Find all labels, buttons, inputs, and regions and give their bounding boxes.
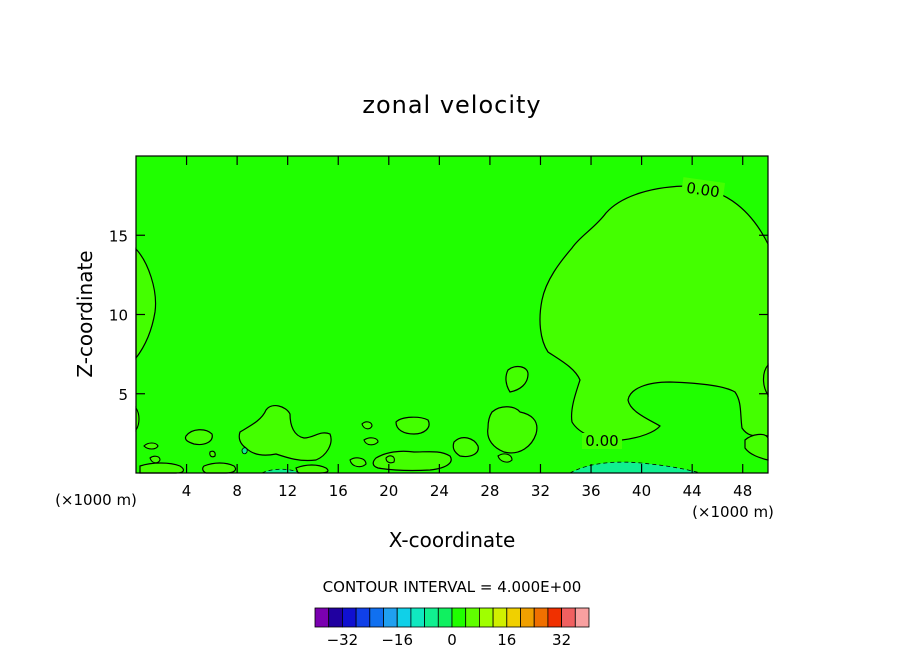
contour-region-tiny-1 (143, 442, 159, 450)
colorbar-swatch (314, 607, 330, 628)
y-tick-label: 15 (109, 227, 128, 245)
contour-region-tiny-4 (361, 421, 373, 430)
colorbar-swatch (341, 607, 357, 628)
contour-region-tiny-2 (149, 455, 161, 464)
colorbar-tick-label: 32 (552, 631, 571, 649)
x-axis-label: X-coordinate (389, 528, 516, 552)
colorbar-swatch (437, 607, 453, 628)
x-tick-label: 4 (182, 482, 192, 500)
colorbar-swatch (410, 607, 425, 628)
contour-region-right (539, 185, 769, 441)
colorbar-swatch (561, 607, 576, 628)
contour-region-tiny-6 (349, 457, 367, 468)
y-axis-ticks: 5 10 15 (109, 227, 768, 404)
x-tick-label: 24 (430, 482, 449, 500)
x-unit-label-left: (×1000 m) (55, 491, 137, 509)
contour-region-low-3 (184, 429, 213, 446)
colorbar-swatch (424, 607, 439, 628)
contour-label-bg-1 (680, 177, 726, 201)
contour-region-tiny-8 (385, 455, 395, 464)
contour-label-top: 0.00 (685, 179, 721, 201)
colorbar-swatch (369, 607, 384, 628)
contour-region-tiny-9 (497, 453, 513, 463)
x-tick-label: 36 (581, 482, 600, 500)
contour-interval-text: CONTOUR INTERVAL = 4.000E+00 (323, 578, 582, 596)
contour-region-tiny-3 (209, 450, 216, 458)
contour-region-low-1 (487, 406, 538, 454)
x-tick-label: 32 (531, 482, 550, 500)
colorbar-tick-label: −16 (381, 631, 413, 649)
x-tick-label: 12 (278, 482, 297, 500)
colorbar-tick-label: −32 (327, 631, 359, 649)
contour-region-small-1 (505, 365, 529, 393)
x-unit-label-right: (×1000 m) (692, 503, 774, 521)
contour-region-negative-1 (569, 461, 701, 474)
contour-region-negative-3 (241, 447, 248, 455)
x-tick-label: 40 (632, 482, 651, 500)
colorbar-swatch (520, 607, 535, 628)
colorbar-swatch (533, 607, 549, 628)
contour-region-tiny-5 (363, 437, 379, 446)
contour-region-low-4 (395, 416, 430, 435)
y-tick-label: 10 (109, 307, 128, 325)
colorbar-tick-label: 0 (447, 631, 457, 649)
x-tick-label: 8 (232, 482, 242, 500)
colorbar-labels: −32 −16 0 16 32 (327, 631, 572, 649)
contour-region-low-2 (238, 405, 332, 462)
colorbar-tick-label: 16 (497, 631, 516, 649)
contour-label-bottom: 0.00 (585, 432, 618, 450)
y-axis-label: Z-coordinate (73, 250, 97, 377)
colorbar-swatch (574, 607, 590, 628)
chart-title: zonal velocity (362, 91, 541, 119)
contour-region-left-edge (135, 247, 157, 360)
contour-label-bg-2 (582, 433, 622, 449)
y-tick-label: 5 (118, 386, 128, 404)
contour-region-low-7 (139, 462, 185, 474)
colorbar-swatch (328, 607, 343, 628)
contour-region-low-5 (452, 437, 479, 458)
colorbar-swatch (451, 607, 467, 628)
colorbar-swatch (478, 607, 494, 628)
colorbar-swatch (547, 607, 563, 628)
contour-region-low-8 (202, 462, 237, 474)
plot-area: 0.00 0.00 (135, 155, 769, 474)
colorbar (314, 607, 590, 628)
x-tick-label: 20 (379, 482, 398, 500)
colorbar-swatch (465, 607, 480, 628)
colorbar-swatch (383, 607, 398, 628)
contour-region-low-9 (295, 464, 329, 474)
x-tick-label: 48 (733, 482, 752, 500)
colorbar-swatch (355, 607, 371, 628)
colorbar-swatch (492, 607, 508, 628)
x-tick-label: 44 (683, 482, 702, 500)
colorbar-swatch (506, 607, 521, 628)
x-tick-label: 16 (329, 482, 348, 500)
x-tick-label: 28 (480, 482, 499, 500)
colorbar-swatch (396, 607, 412, 628)
x-axis-ticks: 4 8 12 16 20 24 28 32 36 40 44 48 (182, 156, 752, 500)
